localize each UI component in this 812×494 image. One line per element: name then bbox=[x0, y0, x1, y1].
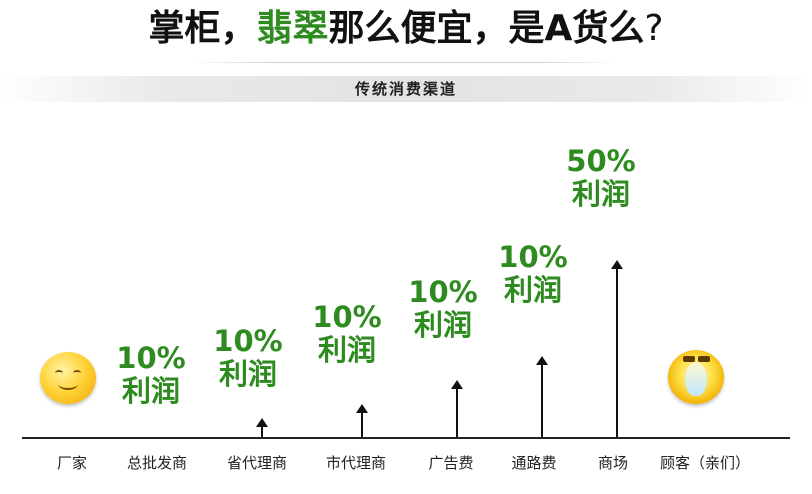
title-part1: 掌柜， bbox=[148, 8, 257, 49]
label-wholesaler: 总批发商 bbox=[126, 454, 187, 472]
profit-word: 利润 bbox=[413, 308, 472, 342]
eye-icon bbox=[683, 356, 695, 362]
label-city-agent: 市代理商 bbox=[325, 454, 386, 472]
profit-percent: 10% bbox=[408, 275, 478, 309]
profit-percent: 10% bbox=[312, 300, 382, 334]
subtitle: 传统消费渠道 bbox=[354, 80, 457, 98]
label-province-agent: 省代理商 bbox=[226, 454, 287, 472]
profit-word: 利润 bbox=[317, 333, 376, 367]
profit-label-mall: 50% 利润 bbox=[541, 145, 661, 211]
mouth-icon bbox=[58, 378, 78, 390]
label-factory: 厂家 bbox=[56, 454, 87, 472]
eye-icon bbox=[698, 356, 710, 362]
eye-icon bbox=[73, 370, 81, 376]
profit-label-province-agent: 10% 利润 bbox=[188, 325, 308, 391]
baseline bbox=[22, 437, 790, 439]
profit-label-advertising: 10% 利润 bbox=[383, 276, 503, 342]
markup-arrow-channel-fee bbox=[535, 356, 549, 437]
profit-percent: 10% bbox=[213, 324, 283, 358]
profit-label-city-agent: 10% 利润 bbox=[287, 301, 407, 367]
label-customer: 顾客（亲们） bbox=[659, 454, 750, 472]
profit-word: 利润 bbox=[121, 374, 180, 408]
eye-icon bbox=[55, 370, 63, 376]
label-mall: 商场 bbox=[597, 454, 628, 472]
happy-chick-face-icon bbox=[668, 350, 724, 404]
profit-word: 利润 bbox=[218, 357, 277, 391]
profit-percent: 10% bbox=[116, 341, 186, 375]
markup-arrow-advertising bbox=[450, 380, 464, 437]
profit-word: 利润 bbox=[571, 177, 630, 211]
markup-arrow-mall bbox=[610, 260, 624, 437]
markup-arrow-province-agent bbox=[255, 418, 269, 437]
page-title: 掌柜，翡翠那么便宜，是A货么? bbox=[0, 6, 812, 52]
label-channel-fee: 通路费 bbox=[511, 454, 557, 472]
title-emphasis: 翡翠 bbox=[256, 8, 329, 49]
markup-arrow-city-agent bbox=[355, 404, 369, 437]
title-divider bbox=[190, 62, 620, 63]
profit-percent: 50% bbox=[566, 144, 636, 178]
label-advertising: 广告费 bbox=[428, 454, 474, 472]
profit-word: 利润 bbox=[503, 273, 562, 307]
profit-percent: 10% bbox=[498, 240, 568, 274]
title-part3: 那么便宜，是A货么 bbox=[328, 8, 645, 49]
title-question-mark: ? bbox=[644, 8, 664, 49]
profit-label-channel-fee: 10% 利润 bbox=[473, 241, 593, 307]
subtitle-band: 传统消费渠道 bbox=[0, 76, 812, 102]
profit-label-wholesaler: 10% 利润 bbox=[91, 342, 211, 408]
smiley-face-icon bbox=[40, 352, 96, 404]
